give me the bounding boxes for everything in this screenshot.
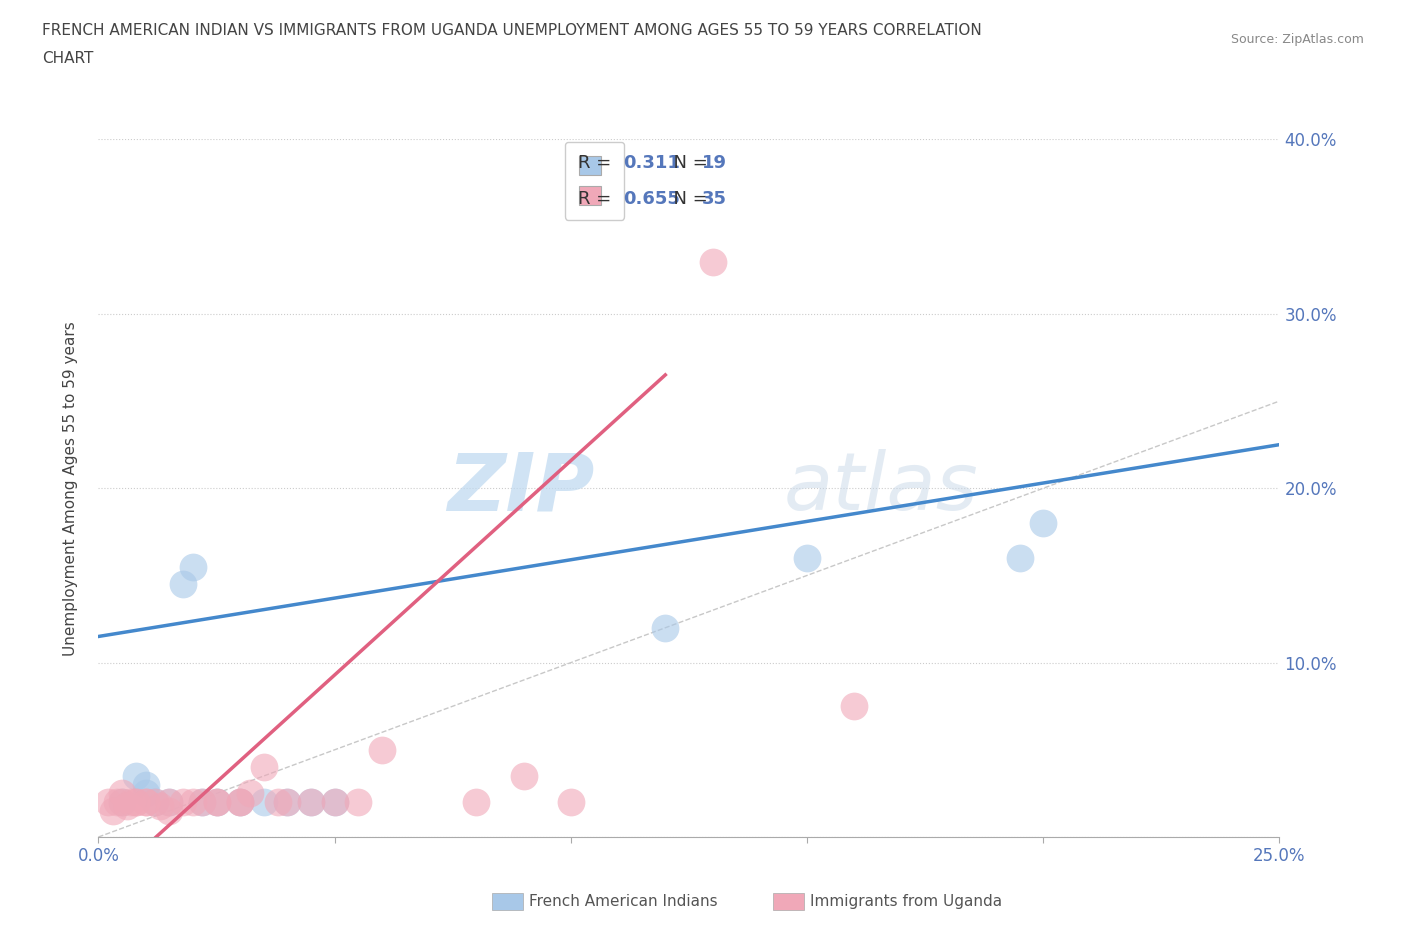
Point	[121, 794, 143, 809]
Point	[125, 794, 148, 809]
Point	[149, 798, 172, 813]
Point	[796, 551, 818, 565]
Text: French American Indians: French American Indians	[529, 894, 717, 909]
Point	[135, 786, 157, 801]
Point	[191, 794, 214, 809]
Point	[172, 577, 194, 591]
Point	[157, 794, 180, 809]
Point	[111, 786, 134, 801]
Point	[191, 794, 214, 809]
Text: Source: ZipAtlas.com: Source: ZipAtlas.com	[1230, 33, 1364, 46]
Point	[1008, 551, 1031, 565]
Point	[135, 794, 157, 809]
Point	[181, 559, 204, 574]
Point	[299, 794, 322, 809]
Text: 0.655: 0.655	[623, 190, 679, 207]
Point	[229, 794, 252, 809]
Point	[143, 794, 166, 809]
Text: 0.311: 0.311	[623, 153, 679, 172]
Text: R =: R =	[578, 190, 617, 207]
Point	[125, 768, 148, 783]
Point	[560, 794, 582, 809]
Y-axis label: Unemployment Among Ages 55 to 59 years: Unemployment Among Ages 55 to 59 years	[63, 321, 77, 656]
Point	[181, 794, 204, 809]
Point	[371, 742, 394, 757]
Point	[157, 804, 180, 818]
Point	[115, 798, 138, 813]
Point	[267, 794, 290, 809]
Point	[143, 794, 166, 809]
Point	[229, 794, 252, 809]
Text: R =: R =	[578, 153, 617, 172]
Point	[347, 794, 370, 809]
Text: 19: 19	[702, 153, 727, 172]
Point	[135, 794, 157, 809]
Point	[205, 794, 228, 809]
Text: ZIP: ZIP	[447, 449, 595, 527]
Point	[465, 794, 488, 809]
Text: atlas: atlas	[783, 449, 979, 527]
Text: CHART: CHART	[42, 51, 94, 66]
Point	[205, 794, 228, 809]
Text: 35: 35	[702, 190, 727, 207]
Point	[101, 804, 124, 818]
Point	[111, 794, 134, 809]
Point	[323, 794, 346, 809]
Text: N =: N =	[662, 153, 714, 172]
Point	[253, 760, 276, 775]
Point	[844, 698, 866, 713]
Point	[239, 786, 262, 801]
Point	[654, 620, 676, 635]
Point	[702, 254, 724, 269]
Text: N =: N =	[662, 190, 714, 207]
Point	[323, 794, 346, 809]
Point	[205, 794, 228, 809]
Point	[157, 794, 180, 809]
Point	[97, 794, 120, 809]
Point	[276, 794, 298, 809]
Point	[111, 794, 134, 809]
Point	[276, 794, 298, 809]
Text: Immigrants from Uganda: Immigrants from Uganda	[810, 894, 1002, 909]
Point	[135, 777, 157, 792]
Point	[125, 794, 148, 809]
Point	[105, 794, 128, 809]
Point	[512, 768, 534, 783]
Point	[253, 794, 276, 809]
Text: FRENCH AMERICAN INDIAN VS IMMIGRANTS FROM UGANDA UNEMPLOYMENT AMONG AGES 55 TO 5: FRENCH AMERICAN INDIAN VS IMMIGRANTS FRO…	[42, 23, 981, 38]
Point	[229, 794, 252, 809]
Point	[1032, 515, 1054, 530]
Legend: , : ,	[565, 141, 624, 220]
Point	[172, 794, 194, 809]
Point	[299, 794, 322, 809]
